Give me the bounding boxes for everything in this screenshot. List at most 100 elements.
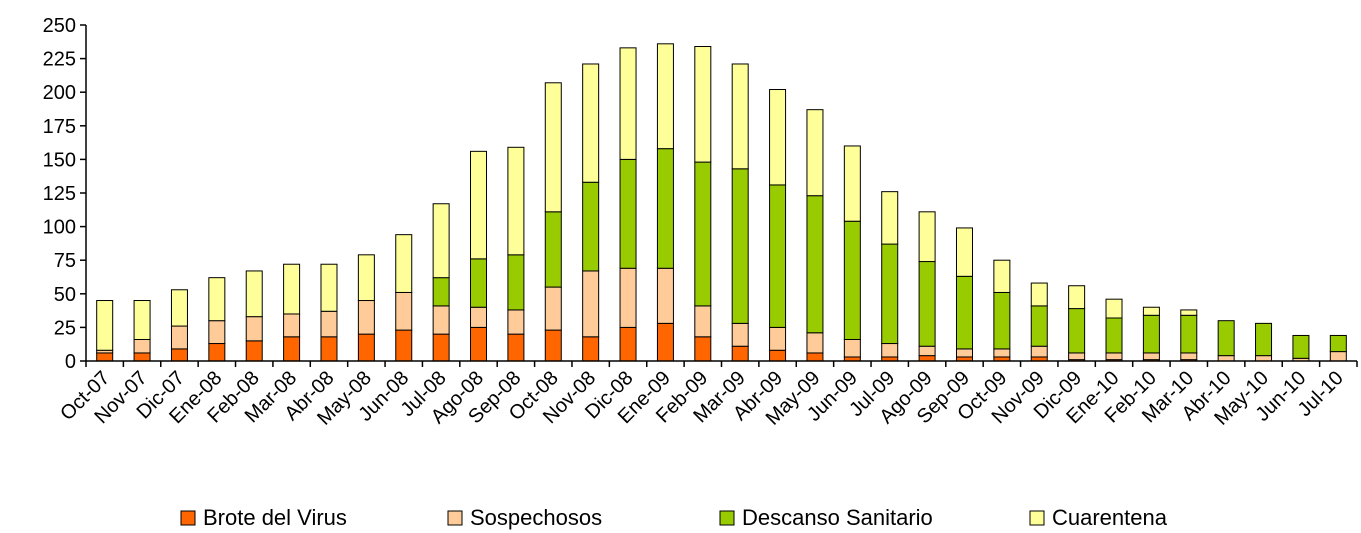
y-tick-label: 0 xyxy=(65,351,76,373)
bar-segment-0-6 xyxy=(320,336,338,362)
bar-segment-0-10 xyxy=(470,326,488,362)
bar-segment-3-15 xyxy=(656,43,674,150)
bar-segment-2-24 xyxy=(993,291,1011,350)
bar-segment-1-3 xyxy=(208,320,226,345)
bar-segment-0-4 xyxy=(245,340,263,362)
bar-segment-3-11 xyxy=(507,146,525,256)
bar-segment-1-20 xyxy=(843,339,861,358)
axes-layer xyxy=(80,24,1358,367)
bar-segment-3-0 xyxy=(96,300,114,351)
bar-segment-1-8 xyxy=(395,291,413,331)
bar-segment-3-29 xyxy=(1180,309,1198,316)
legend-swatch xyxy=(447,510,463,526)
bar-segment-1-4 xyxy=(245,316,263,342)
bar-segment-1-30 xyxy=(1217,355,1235,362)
bar-segment-1-27 xyxy=(1105,352,1123,361)
bar-segment-1-23 xyxy=(955,348,973,358)
bar-segment-2-25 xyxy=(1030,305,1048,347)
legend-label: Sospechosos xyxy=(470,505,602,530)
bar-segment-1-19 xyxy=(806,332,824,354)
bar-segment-0-2 xyxy=(170,348,188,362)
bar-segment-0-12 xyxy=(544,329,562,362)
y-tick-label: 25 xyxy=(54,317,76,339)
bar-segment-1-12 xyxy=(544,286,562,331)
bar-segment-2-20 xyxy=(843,220,861,340)
bar-segment-3-27 xyxy=(1105,298,1123,319)
bar-segment-2-23 xyxy=(955,275,973,350)
bar-segment-1-31 xyxy=(1255,355,1273,362)
legend-label: Descanso Sanitario xyxy=(742,505,933,530)
bar-segment-3-16 xyxy=(694,46,712,163)
bar-segment-0-13 xyxy=(582,336,600,362)
bar-segment-2-12 xyxy=(544,211,562,288)
bar-segment-0-18 xyxy=(769,349,787,362)
bar-segment-3-10 xyxy=(470,150,488,260)
bar-segment-3-24 xyxy=(993,259,1011,293)
bar-segment-3-13 xyxy=(582,63,600,183)
bar-segment-2-26 xyxy=(1068,308,1086,354)
bar-segment-3-28 xyxy=(1142,306,1160,316)
bar-segment-3-9 xyxy=(432,203,450,279)
y-tick-label: 175 xyxy=(43,116,76,138)
bar-segment-3-26 xyxy=(1068,285,1086,310)
legend-swatch xyxy=(180,510,196,526)
bar-segment-2-32 xyxy=(1292,334,1310,359)
y-tick-label: 150 xyxy=(43,149,76,171)
bar-segment-1-5 xyxy=(283,313,301,338)
bar-segment-1-24 xyxy=(993,348,1011,358)
bar-segment-0-8 xyxy=(395,329,413,362)
bar-segment-0-3 xyxy=(208,343,226,362)
bar-segment-3-1 xyxy=(133,300,151,340)
bar-segment-1-28 xyxy=(1142,352,1160,361)
bar-segment-2-10 xyxy=(470,258,488,308)
legend: Brote del Virus Sospechosos Descanso Sanit… xyxy=(180,505,1168,530)
y-tick-label: 50 xyxy=(54,284,76,306)
bar-segment-3-18 xyxy=(769,89,787,186)
bar-segment-0-9 xyxy=(432,333,450,362)
bar-segment-1-9 xyxy=(432,305,450,335)
bar-segment-2-14 xyxy=(619,158,637,269)
bar-segment-2-15 xyxy=(656,148,674,269)
bar-segment-2-27 xyxy=(1105,317,1123,354)
bar-segment-2-31 xyxy=(1255,322,1273,357)
bar-segment-1-1 xyxy=(133,339,151,354)
bars-layer xyxy=(96,43,1347,362)
bar-segment-2-30 xyxy=(1217,320,1235,357)
bar-segment-2-13 xyxy=(582,181,600,272)
bar-segment-1-21 xyxy=(881,343,899,358)
bar-segment-0-0 xyxy=(96,352,114,362)
bar-segment-1-11 xyxy=(507,309,525,335)
bar-segment-3-20 xyxy=(843,145,861,222)
bar-segment-1-26 xyxy=(1068,352,1086,361)
bar-segment-3-7 xyxy=(357,254,375,302)
bar-segment-1-14 xyxy=(619,267,637,328)
bar-segment-3-2 xyxy=(170,289,188,327)
bar-segment-1-18 xyxy=(769,326,787,351)
bar-segment-3-19 xyxy=(806,109,824,197)
bar-segment-3-5 xyxy=(283,263,301,315)
legend-label: Brote del Virus xyxy=(203,505,347,530)
bar-segment-3-14 xyxy=(619,47,637,160)
bar-segment-0-5 xyxy=(283,336,301,362)
bar-segment-1-10 xyxy=(470,306,488,328)
legend-label: Cuarentena xyxy=(1052,505,1168,530)
y-tick-labels: 0 25 50 75 100 125 150 175 200 225 250 xyxy=(43,15,76,373)
bar-segment-1-16 xyxy=(694,305,712,338)
bar-segment-1-25 xyxy=(1030,345,1048,358)
bar-segment-2-33 xyxy=(1329,334,1347,353)
bar-segment-1-6 xyxy=(320,310,338,338)
bar-segment-1-29 xyxy=(1180,352,1198,361)
bar-segment-2-18 xyxy=(769,184,787,328)
bar-segment-3-25 xyxy=(1030,282,1048,307)
bar-segment-3-8 xyxy=(395,234,413,293)
bar-segment-2-9 xyxy=(432,277,450,307)
bar-segment-0-11 xyxy=(507,333,525,362)
bar-segment-2-28 xyxy=(1142,314,1160,354)
bar-segment-3-12 xyxy=(544,82,562,213)
bar-segment-3-17 xyxy=(731,63,749,170)
bar-segment-0-14 xyxy=(619,326,637,362)
bar-segment-1-22 xyxy=(918,345,936,357)
bar-segment-1-15 xyxy=(656,267,674,324)
legend-swatch xyxy=(719,510,735,526)
